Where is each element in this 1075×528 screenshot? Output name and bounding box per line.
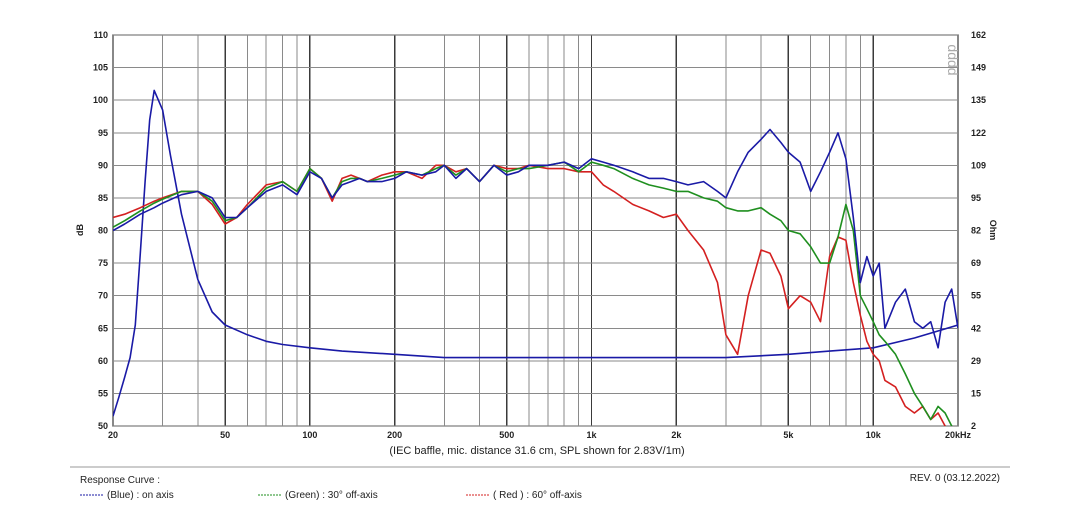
y-tick-label: 95 [98,128,108,138]
y2-tick-label: 135 [971,95,986,105]
y2-tick-label: 109 [971,160,986,170]
x-tick-label: 2k [671,430,682,440]
y-tick-label: 110 [93,30,108,40]
y2-tick-label: 2 [971,421,976,431]
y2-tick-label: 42 [971,323,981,333]
x-tick-label: 50 [220,430,230,440]
series-curve-0 [113,128,958,349]
y-axis-label: dB [75,224,85,236]
y2-axis-ticks: 162 149 135 122 109 95 82 69 55 42 29 15 2 [971,30,986,431]
x-tick-label: 20kHz [945,430,972,440]
y2-tick-label: 95 [971,193,981,203]
x-tick-label: 100 [302,430,317,440]
y-tick-label: 85 [98,193,108,203]
revision-label: REV. 0 (03.12.2022) [910,473,1000,484]
y-axis-ticks: 110 105 100 95 90 85 80 75 70 65 60 55 50 [93,30,108,431]
legend-title: Response Curve : [80,475,160,486]
y2-tick-label: 15 [971,388,981,398]
y2-tick-label: 122 [971,128,986,138]
legend-entry: (Blue) : on axis [107,490,174,501]
y-tick-label: 65 [98,323,108,333]
y2-tick-label: 29 [971,356,981,366]
legend: (Blue) : on axis (Green) : 30° off-axis ( … [80,490,582,501]
legend-entry: ( Red ) : 60° off-axis [493,490,582,501]
x-tick-label: 5k [783,430,794,440]
y-tick-label: 90 [98,160,108,170]
y2-tick-label: 82 [971,226,981,236]
y-tick-label: 70 [98,291,108,301]
y2-tick-label: 149 [971,63,986,73]
y2-tick-label: 162 [971,30,986,40]
x-tick-label: 200 [387,430,402,440]
x-tick-label: 10k [866,430,882,440]
y2-axis-label: Ohm [988,220,998,241]
legend-entry: (Green) : 30° off-axis [285,490,378,501]
y-tick-label: 100 [93,95,108,105]
x-tick-label: 1k [587,430,598,440]
impedance-curve [113,89,958,417]
y2-tick-label: 55 [971,291,981,301]
y-tick-label: 55 [98,388,108,398]
x-axis-ticks: 20 50 100 200 500 1k 2k 5k 10k 20kHz [108,430,972,440]
curves [113,89,958,426]
series-curve-1 [113,161,953,426]
x-tick-label: 500 [499,430,514,440]
x-tick-label: 20 [108,430,118,440]
y-tick-label: 60 [98,356,108,366]
x-axis-caption: (IEC baffle, mic. distance 31.6 cm, SPL … [389,445,684,457]
y-tick-label: 50 [98,421,108,431]
y-tick-label: 105 [93,63,108,73]
watermark: dddd [945,44,961,75]
y-tick-label: 80 [98,226,108,236]
y2-tick-label: 69 [971,258,981,268]
y-tick-label: 75 [98,258,108,268]
